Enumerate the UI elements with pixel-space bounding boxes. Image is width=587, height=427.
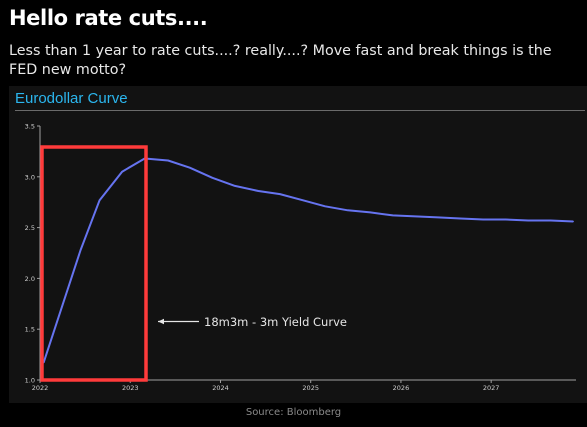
data-point: [437, 216, 439, 219]
x-tick-label: 2025: [302, 384, 319, 392]
y-tick-label: 1.5: [25, 326, 35, 334]
data-point: [369, 211, 371, 213]
chart-title-divider: [15, 110, 585, 111]
x-tick-label: 2027: [483, 384, 500, 392]
data-point: [257, 190, 259, 192]
data-point: [459, 217, 462, 220]
annotation-label: 18m3m - 3m Yield Curve: [204, 315, 347, 329]
data-point: [505, 218, 507, 221]
y-tick-label: 2.0: [25, 275, 35, 283]
data-point: [482, 218, 484, 221]
y-tick-label: 2.5: [25, 224, 35, 232]
annotation-arrow: [158, 318, 199, 325]
data-point: [572, 220, 574, 223]
highlight-box: [40, 145, 148, 382]
data-point: [414, 215, 416, 218]
series-layer: [42, 157, 574, 364]
data-point: [301, 199, 304, 201]
y-tick-label: 1.0: [25, 377, 35, 385]
data-point: [61, 304, 64, 306]
data-point: [392, 214, 394, 217]
y-axis: 1.0 1.5 2.0 2.5 3.0 3.5: [25, 123, 41, 385]
y-tick-label: 3.0: [25, 173, 35, 181]
data-point: [550, 219, 552, 222]
data-point: [167, 159, 169, 162]
data-point: [80, 249, 82, 251]
page-title: Hello rate cuts....: [9, 6, 208, 30]
chart-title: Eurodollar Curve: [15, 90, 128, 107]
data-point: [527, 219, 529, 222]
data-point: [234, 185, 236, 187]
data-point: [279, 193, 281, 195]
x-tick-label: 2026: [393, 384, 410, 392]
data-point: [121, 171, 123, 173]
series-line: [42, 157, 574, 364]
data-point: [324, 205, 326, 207]
data-point: [347, 209, 349, 211]
x-tick-label: 2023: [122, 384, 139, 392]
x-tick-label: 2024: [212, 384, 229, 392]
data-point: [211, 177, 213, 179]
data-point: [189, 167, 191, 169]
data-point: [98, 199, 101, 201]
page-subtitle: Less than 1 year to rate cuts....? reall…: [9, 43, 552, 78]
x-axis: 2022 2023 2024 2025 2026 2027: [32, 379, 576, 392]
source-note: Source: Bloomberg: [245, 407, 342, 418]
eurodollar-curve-chart: 1.01.52.02.53.03.5 2022 2023 2024 2025 2026 2…: [25, 123, 576, 392]
chart-panel: Eurodollar Curve 1.0 1.5 2.0 2.5 3.0 3.5 2022…: [9, 86, 587, 403]
y-tick-label: 3.5: [25, 123, 35, 131]
x-tick-label: 2022: [32, 384, 49, 392]
